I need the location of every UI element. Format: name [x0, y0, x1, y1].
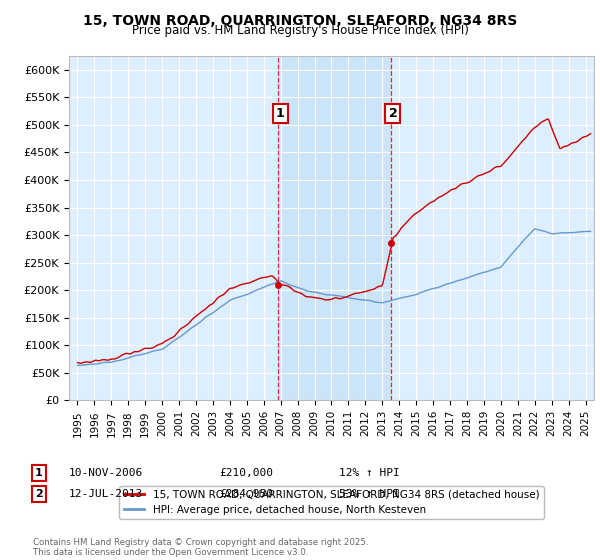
Text: £210,000: £210,000: [219, 468, 273, 478]
Text: Contains HM Land Registry data © Crown copyright and database right 2025.
This d: Contains HM Land Registry data © Crown c…: [33, 538, 368, 557]
Legend: 15, TOWN ROAD, QUARRINGTON, SLEAFORD, NG34 8RS (detached house), HPI: Average pr: 15, TOWN ROAD, QUARRINGTON, SLEAFORD, NG…: [119, 486, 544, 519]
Bar: [278, 56, 391, 400]
Text: Price paid vs. HM Land Registry's House Price Index (HPI): Price paid vs. HM Land Registry's House …: [131, 24, 469, 37]
Text: 12-JUL-2013: 12-JUL-2013: [69, 489, 143, 499]
Text: 15, TOWN ROAD, QUARRINGTON, SLEAFORD, NG34 8RS: 15, TOWN ROAD, QUARRINGTON, SLEAFORD, NG…: [83, 14, 517, 28]
Text: 12% ↑ HPI: 12% ↑ HPI: [339, 468, 400, 478]
Text: 1: 1: [35, 468, 43, 478]
Text: 53% ↑ HPI: 53% ↑ HPI: [339, 489, 400, 499]
Text: £284,950: £284,950: [219, 489, 273, 499]
Text: 10-NOV-2006: 10-NOV-2006: [69, 468, 143, 478]
Text: 1: 1: [275, 108, 284, 120]
Text: 2: 2: [389, 108, 397, 120]
Text: 2: 2: [35, 489, 43, 499]
